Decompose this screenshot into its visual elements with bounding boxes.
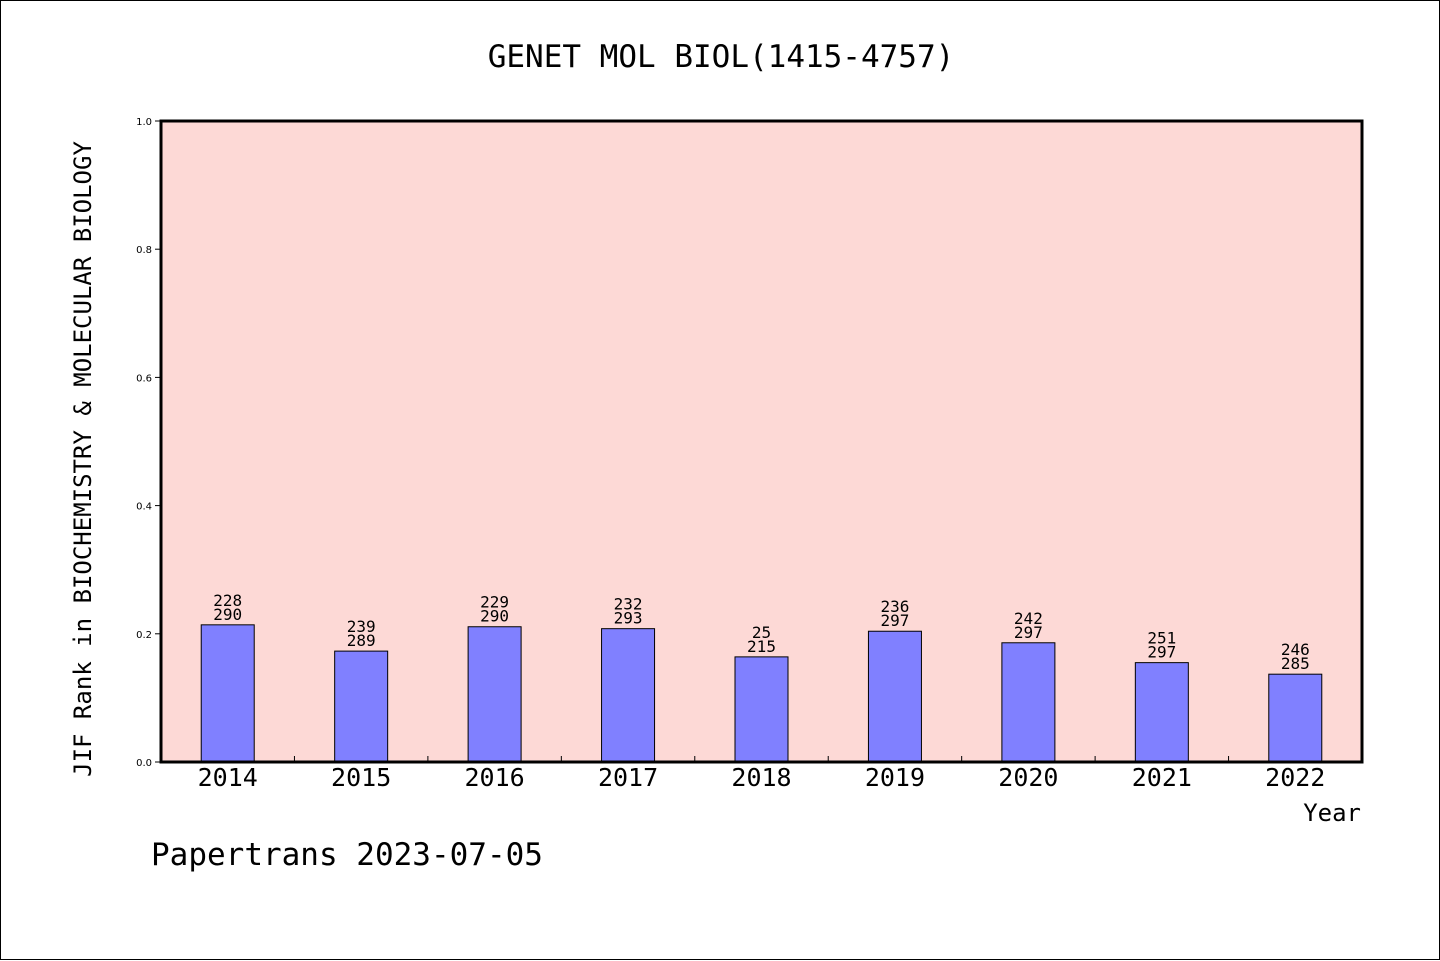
bar-2018 [734, 656, 789, 763]
bar-2017 [601, 628, 656, 763]
bar-label-top-2017: 232 [614, 595, 643, 614]
bar-2020 [1001, 642, 1056, 763]
bar-label-bottom-2020: 297 [1014, 623, 1043, 642]
bar-label-top-2018: 25 [752, 623, 771, 642]
bar-label-bottom-2021: 297 [1147, 643, 1176, 662]
x-tick-label-2018: 2018 [731, 763, 791, 792]
bar-label-top-2014: 228 [213, 591, 242, 610]
y-tick-label-3: 0.6 [136, 373, 152, 384]
bar-label-bottom-2022: 285 [1281, 654, 1310, 673]
bar-2015 [334, 650, 389, 763]
bar-2016 [467, 626, 522, 763]
x-tick-label-2014: 2014 [198, 763, 258, 792]
plot-border [159, 119, 1364, 764]
x-tick-label-2017: 2017 [598, 763, 658, 792]
bar-label-bottom-2019: 297 [880, 611, 909, 630]
x-tick-label-2020: 2020 [998, 763, 1058, 792]
bar-label-top-2015: 239 [347, 617, 376, 636]
footer-credit: Papertrans 2023-07-05 [151, 837, 543, 873]
x-tick-label-2015: 2015 [331, 763, 391, 792]
y-axis-label: JIF Rank in BIOCHEMISTRY & MOLECULAR BIO… [69, 141, 97, 777]
x-tick-label-2022: 2022 [1265, 763, 1325, 792]
bar-label-bottom-2015: 289 [347, 631, 376, 650]
bar-label-bottom-2016: 290 [480, 607, 509, 626]
bar-2014 [200, 624, 255, 763]
bar-label-top-2021: 251 [1147, 629, 1176, 648]
y-tick-label-4: 0.8 [136, 245, 152, 256]
y-axis-ticks: 0.0 0.2 0.4 0.6 0.8 1.0 [136, 117, 161, 769]
bar-label-bottom-2018: 215 [747, 637, 776, 656]
bar-label-top-2020: 242 [1014, 609, 1043, 628]
x-tick-label-2021: 2021 [1132, 763, 1192, 792]
x-axis-ticks: 2014 2015 2016 2017 2018 2019 2020 2021 2022 [198, 756, 1325, 792]
bar-2019 [867, 630, 922, 763]
bar-label-bottom-2017: 293 [614, 609, 643, 628]
y-tick-label-2: 0.4 [136, 502, 152, 513]
chart-title: GENET MOL BIOL(1415-4757) [488, 39, 955, 75]
x-tick-label-2019: 2019 [865, 763, 925, 792]
bar-label-top-2016: 229 [480, 593, 509, 612]
bar-label-bottom-2014: 290 [213, 605, 242, 624]
x-tick-label-2016: 2016 [465, 763, 525, 792]
x-axis-label: Year [1303, 799, 1361, 827]
y-tick-label-1: 0.2 [136, 630, 152, 641]
y-tick-label-5: 1.0 [136, 117, 152, 128]
bar-label-top-2019: 236 [880, 597, 909, 616]
bar-2022 [1268, 673, 1323, 763]
bars-layer [200, 624, 1323, 763]
bar-2021 [1134, 662, 1189, 763]
bar-label-top-2022: 246 [1281, 640, 1310, 659]
y-tick-label-0: 0.0 [136, 758, 152, 769]
